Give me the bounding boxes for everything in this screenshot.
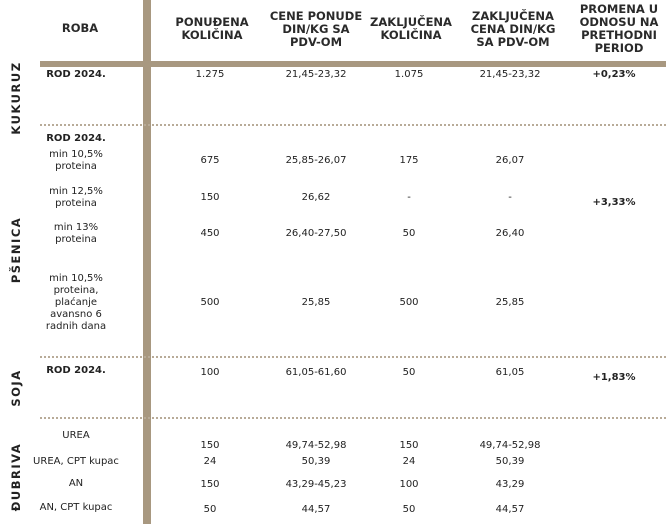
cell-promena: +0,23% — [592, 69, 636, 80]
row-roba: min 13% proteina — [53, 222, 99, 245]
cell-zakljucena-cena: 44,57 — [495, 504, 525, 515]
cell-ponudjena-kolicina: 150 — [200, 479, 220, 490]
cell-zakljucena-kolicina: 24 — [402, 456, 416, 467]
cell-zakljucena-kolicina: 100 — [399, 479, 419, 490]
vertical-divider — [143, 0, 151, 524]
cell-ponudjena-kolicina: 675 — [200, 155, 220, 166]
cell-zakljucena-kolicina: 150 — [399, 440, 419, 451]
cell-zakljucena-cena: 26,07 — [495, 155, 525, 166]
cell-cene-ponude: 26,40-27,50 — [285, 228, 347, 239]
cell-zakljucena-kolicina: 1.075 — [394, 69, 424, 80]
cell-ponudjena-kolicina: 100 — [200, 367, 220, 378]
cell-ponudjena-kolicina: 50 — [203, 504, 217, 515]
header-promena: PROMENA U ODNOSU NA PRETHODNI PERIOD — [579, 2, 659, 55]
header-zakljucena-cena: ZAKLJUČENA CENA DIN/KG SA PDV-OM — [470, 9, 556, 49]
cell-ponudjena-kolicina: 150 — [200, 192, 220, 203]
cell-cene-ponude: 61,05-61,60 — [285, 367, 347, 378]
row-roba: AN, CPT kupac — [39, 502, 113, 513]
cell-zakljucena-kolicina: 50 — [402, 228, 416, 239]
row-roba: UREA, CPT kupac — [33, 456, 119, 467]
cell-cene-ponude: 21,45-23,32 — [285, 69, 347, 80]
row-roba-title: ROD 2024. — [46, 133, 106, 144]
row-roba: min 12,5% proteina — [49, 186, 103, 209]
cell-ponudjena-kolicina: 1.275 — [195, 69, 225, 80]
row-roba: min 10,5% proteina, plaćanje avansno 6 radni… — [45, 273, 107, 332]
cell-zakljucena-cena: 26,40 — [495, 228, 525, 239]
cell-cene-ponude: 44,57 — [301, 504, 331, 515]
cell-cene-ponude: 50,39 — [301, 456, 331, 467]
cell-zakljucena-cena: 49,74-52,98 — [479, 440, 541, 451]
dotted-separator — [40, 124, 666, 126]
cell-ponudjena-kolicina: 450 — [200, 228, 220, 239]
cell-cene-ponude: 43,29-45,23 — [285, 479, 347, 490]
cell-promena: +3,33% — [592, 197, 636, 208]
row-roba: ROD 2024. — [46, 365, 106, 376]
header-zakljucena-kolicina: ZAKLJUČENA KOLIČINA — [370, 15, 452, 42]
cell-cene-ponude: 49,74-52,98 — [285, 440, 347, 451]
cell-zakljucena-kolicina: 175 — [399, 155, 419, 166]
header-divider — [40, 61, 666, 67]
row-roba: UREA — [62, 430, 90, 441]
cell-zakljucena-kolicina: 50 — [402, 504, 416, 515]
group-label-djubriva: ĐUBRIVA — [9, 442, 23, 512]
cell-ponudjena-kolicina: 500 — [200, 297, 220, 308]
cell-ponudjena-kolicina: 24 — [203, 456, 217, 467]
cell-zakljucena-cena: 43,29 — [495, 479, 525, 490]
cell-zakljucena-kolicina: 50 — [402, 367, 416, 378]
cell-zakljucena-kolicina: 500 — [399, 297, 419, 308]
cell-promena: +1,83% — [592, 372, 636, 383]
row-roba: ROD 2024. — [46, 69, 106, 80]
row-roba: min 10,5% proteina — [49, 149, 103, 172]
cell-ponudjena-kolicina: 150 — [200, 440, 220, 451]
dotted-separator — [40, 417, 666, 419]
dotted-separator — [40, 356, 666, 358]
row-roba: AN — [68, 478, 84, 489]
cell-zakljucena-cena: 25,85 — [495, 297, 525, 308]
cell-cene-ponude: 25,85-26,07 — [285, 155, 347, 166]
cell-zakljucena-cena: - — [508, 192, 512, 203]
header-roba: ROBA — [61, 21, 99, 35]
cell-zakljucena-cena: 61,05 — [495, 367, 525, 378]
cell-zakljucena-cena: 50,39 — [495, 456, 525, 467]
cell-zakljucena-kolicina: - — [407, 192, 411, 203]
header-ponudjena-kolicina: PONUĐENA KOLIČINA — [175, 15, 249, 42]
cell-cene-ponude: 25,85 — [301, 297, 331, 308]
header-cene-ponude: CENE PONUDE DIN/KG SA PDV-OM — [269, 9, 363, 49]
group-label-psenica: PŠENICA — [9, 216, 23, 284]
cell-zakljucena-cena: 21,45-23,32 — [479, 69, 541, 80]
cell-cene-ponude: 26,62 — [301, 192, 331, 203]
group-label-kukuruz: KUKURUZ — [9, 61, 23, 135]
group-label-soja: SOJA — [9, 369, 23, 407]
